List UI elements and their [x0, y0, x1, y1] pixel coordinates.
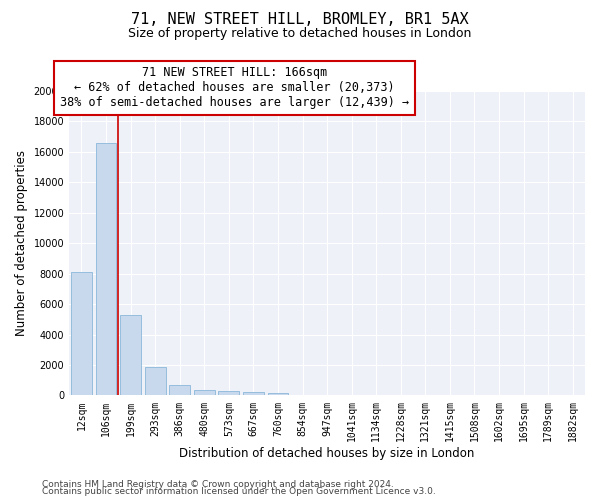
Bar — [218, 392, 239, 396]
Bar — [194, 390, 215, 396]
Bar — [268, 393, 289, 396]
Bar — [95, 142, 116, 396]
Text: 71, NEW STREET HILL, BROMLEY, BR1 5AX: 71, NEW STREET HILL, BROMLEY, BR1 5AX — [131, 12, 469, 28]
Text: 71 NEW STREET HILL: 166sqm
← 62% of detached houses are smaller (20,373)
38% of : 71 NEW STREET HILL: 166sqm ← 62% of deta… — [59, 66, 409, 110]
Bar — [169, 385, 190, 396]
X-axis label: Distribution of detached houses by size in London: Distribution of detached houses by size … — [179, 447, 475, 460]
Y-axis label: Number of detached properties: Number of detached properties — [15, 150, 28, 336]
Text: Contains public sector information licensed under the Open Government Licence v3: Contains public sector information licen… — [42, 487, 436, 496]
Text: Size of property relative to detached houses in London: Size of property relative to detached ho… — [128, 28, 472, 40]
Bar — [71, 272, 92, 396]
Bar — [243, 392, 264, 396]
Bar — [120, 314, 141, 396]
Text: Contains HM Land Registry data © Crown copyright and database right 2024.: Contains HM Land Registry data © Crown c… — [42, 480, 394, 489]
Bar — [145, 368, 166, 396]
